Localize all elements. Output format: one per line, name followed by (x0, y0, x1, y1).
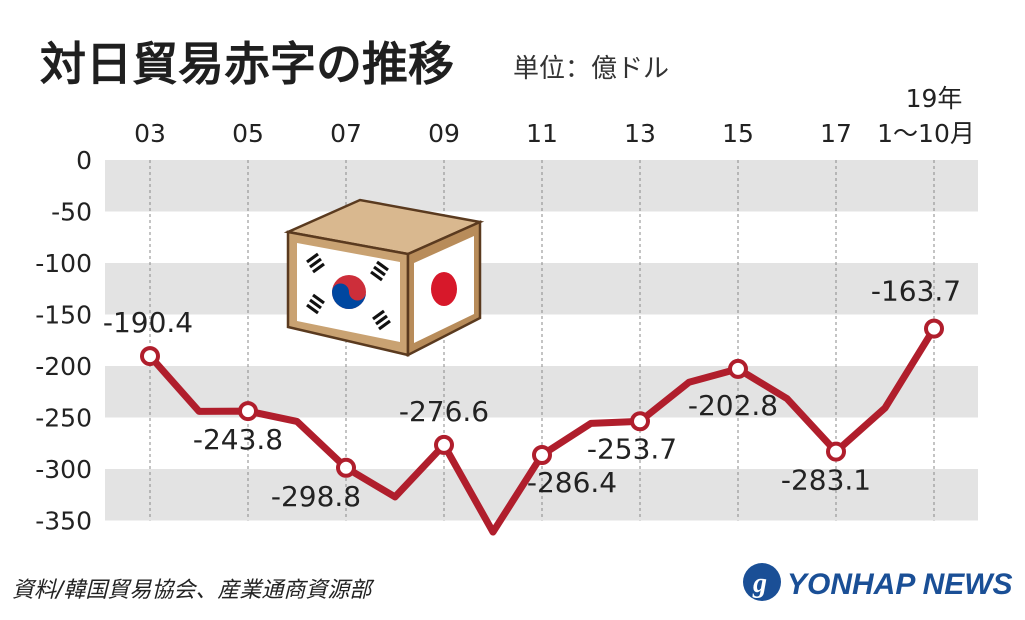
data-label: -202.8 (688, 389, 778, 422)
y-tick-label: -150 (35, 301, 92, 330)
deficit-line-series (140, 318, 944, 536)
x-tick-label: 09 (428, 119, 460, 148)
y-tick-label: -300 (35, 455, 92, 484)
data-label: -253.7 (587, 432, 677, 465)
x-tick-label: 13 (624, 119, 656, 148)
y-tick-label: -50 (51, 198, 92, 227)
y-tick-label: -250 (35, 404, 92, 433)
trigram-icons (306, 252, 391, 331)
x-tick-label: 07 (330, 119, 362, 148)
data-labels: -190.4 -243.8 -298.8 -276.6 -286.4-253.7 -202… (103, 275, 961, 513)
taegeuk-blue-half (332, 283, 366, 309)
data-point-marker (336, 457, 356, 478)
grid-band (105, 469, 978, 521)
yonhap-logo: g YONHAP NEWS (743, 563, 1013, 601)
hinomaru-icon (431, 272, 457, 306)
x-tick-label: 1～10月 (877, 119, 975, 148)
data-label: -163.7 (871, 275, 961, 308)
x-tick-label: 15 (722, 119, 754, 148)
data-label: -298.8 (271, 480, 361, 513)
data-point-marker (434, 434, 454, 455)
data-point-marker (826, 441, 846, 462)
data-label: -243.8 (193, 423, 283, 456)
data-label: -190.4 (103, 306, 193, 339)
data-point-marker (532, 444, 552, 465)
x-tick-label: 11 (526, 119, 558, 148)
y-axis-ticks: 0 -50 -100 -150 -200 -250 -300 -350 (35, 146, 92, 536)
chart-title: 対日貿易赤字の推移 (40, 37, 454, 91)
x-tick-label: 19年 (906, 84, 963, 113)
x-tick-label: 03 (134, 119, 166, 148)
x-tick-label: 05 (232, 119, 264, 148)
yonhap-logo-icon (743, 563, 781, 601)
x-axis-ticks: 03 05 07 09 11 13 15 17 19年 1～10月 (134, 84, 975, 148)
y-tick-label: -200 (35, 352, 92, 381)
data-label: -283.1 (781, 464, 871, 497)
y-tick-label: -100 (35, 249, 92, 278)
y-tick-label: 0 (76, 146, 92, 175)
data-point-marker (140, 346, 160, 367)
data-label: -276.6 (399, 395, 489, 428)
vertical-gridlines (149, 160, 935, 521)
data-label: -286.4 (527, 466, 617, 499)
x-tick-label: 17 (820, 119, 852, 148)
data-point-marker (728, 358, 748, 379)
y-tick-label: -350 (35, 507, 92, 536)
yonhap-logo-glyph: g (752, 568, 767, 599)
source-note: 資料/韓国貿易協会、産業通商資源部 (12, 578, 375, 603)
data-point-marker (238, 401, 258, 422)
brand-name: YONHAP NEWS (787, 568, 1013, 601)
flag-box-illustration (283, 198, 485, 358)
data-point-marker (924, 318, 944, 339)
data-point-marker (630, 411, 650, 432)
unit-label: 単位：億ドル (513, 54, 669, 84)
